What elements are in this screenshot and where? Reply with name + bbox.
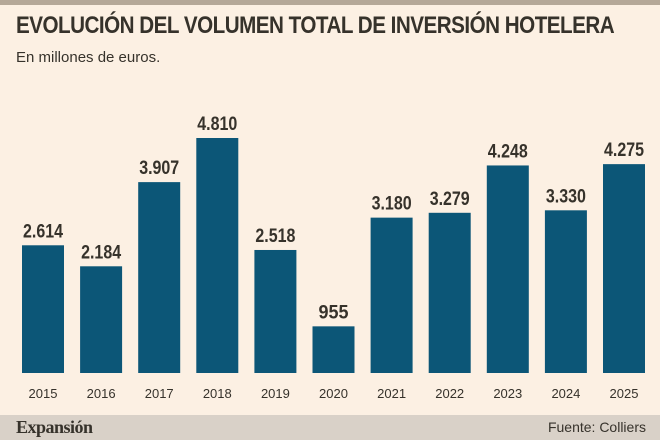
x-tick-2025: 2025: [610, 386, 639, 401]
chart-subtitle: En millones de euros.: [16, 49, 161, 66]
footer-bar: Expansión Fuente: Colliers: [0, 415, 660, 440]
value-label-2020: 955: [319, 302, 349, 323]
x-tick-2018: 2018: [203, 386, 232, 401]
bars-group: [22, 138, 645, 373]
value-label-2022: 3.279: [430, 189, 470, 210]
value-label-2024: 3.330: [546, 186, 586, 207]
x-tick-2019: 2019: [261, 386, 290, 401]
bar-2016: [80, 266, 123, 373]
source-note: Fuente: Colliers: [547, 419, 646, 435]
bar-2020: [312, 326, 355, 373]
bar-2025: [603, 164, 645, 373]
top-border: [0, 0, 660, 5]
bar-2018: [196, 138, 239, 373]
value-label-2015: 2.614: [23, 221, 63, 242]
x-tick-2020: 2020: [319, 386, 348, 401]
x-tick-2016: 2016: [87, 386, 116, 401]
bar-2023: [486, 165, 529, 373]
value-label-2019: 2.518: [255, 226, 295, 247]
value-labels-group: 2.614 2.184 3.907 4.810 2.518 955 3.180 3.279 4.…: [23, 114, 644, 323]
x-tick-2023: 2023: [493, 386, 522, 401]
bar-2021: [370, 217, 413, 373]
bar-2024: [544, 210, 587, 373]
value-label-2018: 4.810: [197, 114, 237, 135]
bar-2022: [428, 212, 471, 373]
x-tick-2022: 2022: [435, 386, 464, 401]
x-tick-2024: 2024: [551, 386, 580, 401]
x-tick-2017: 2017: [145, 386, 174, 401]
value-label-2023: 4.248: [488, 141, 528, 162]
value-label-2017: 3.907: [139, 158, 179, 179]
x-tick-2015: 2015: [29, 386, 58, 401]
bar-2019: [254, 249, 297, 373]
value-label-2021: 3.180: [372, 194, 412, 215]
bar-2017: [138, 182, 181, 373]
value-label-2016: 2.184: [81, 242, 121, 263]
bar-2015: [22, 245, 64, 373]
x-tick-2021: 2021: [377, 386, 406, 401]
brand-logo: Expansión: [16, 417, 93, 437]
x-tick-labels-group: 2015 2016 2017 2018 2019 2020 2021 2022 2023 2024…: [29, 386, 639, 401]
chart-title: EVOLUCIÓN DEL VOLUMEN TOTAL DE INVERSIÓN…: [16, 12, 615, 39]
bar-chart: 2.614 2.184 3.907 4.810 2.518 955 3.180 3.279 4.…: [22, 114, 645, 401]
value-label-2025: 4.275: [604, 140, 644, 161]
